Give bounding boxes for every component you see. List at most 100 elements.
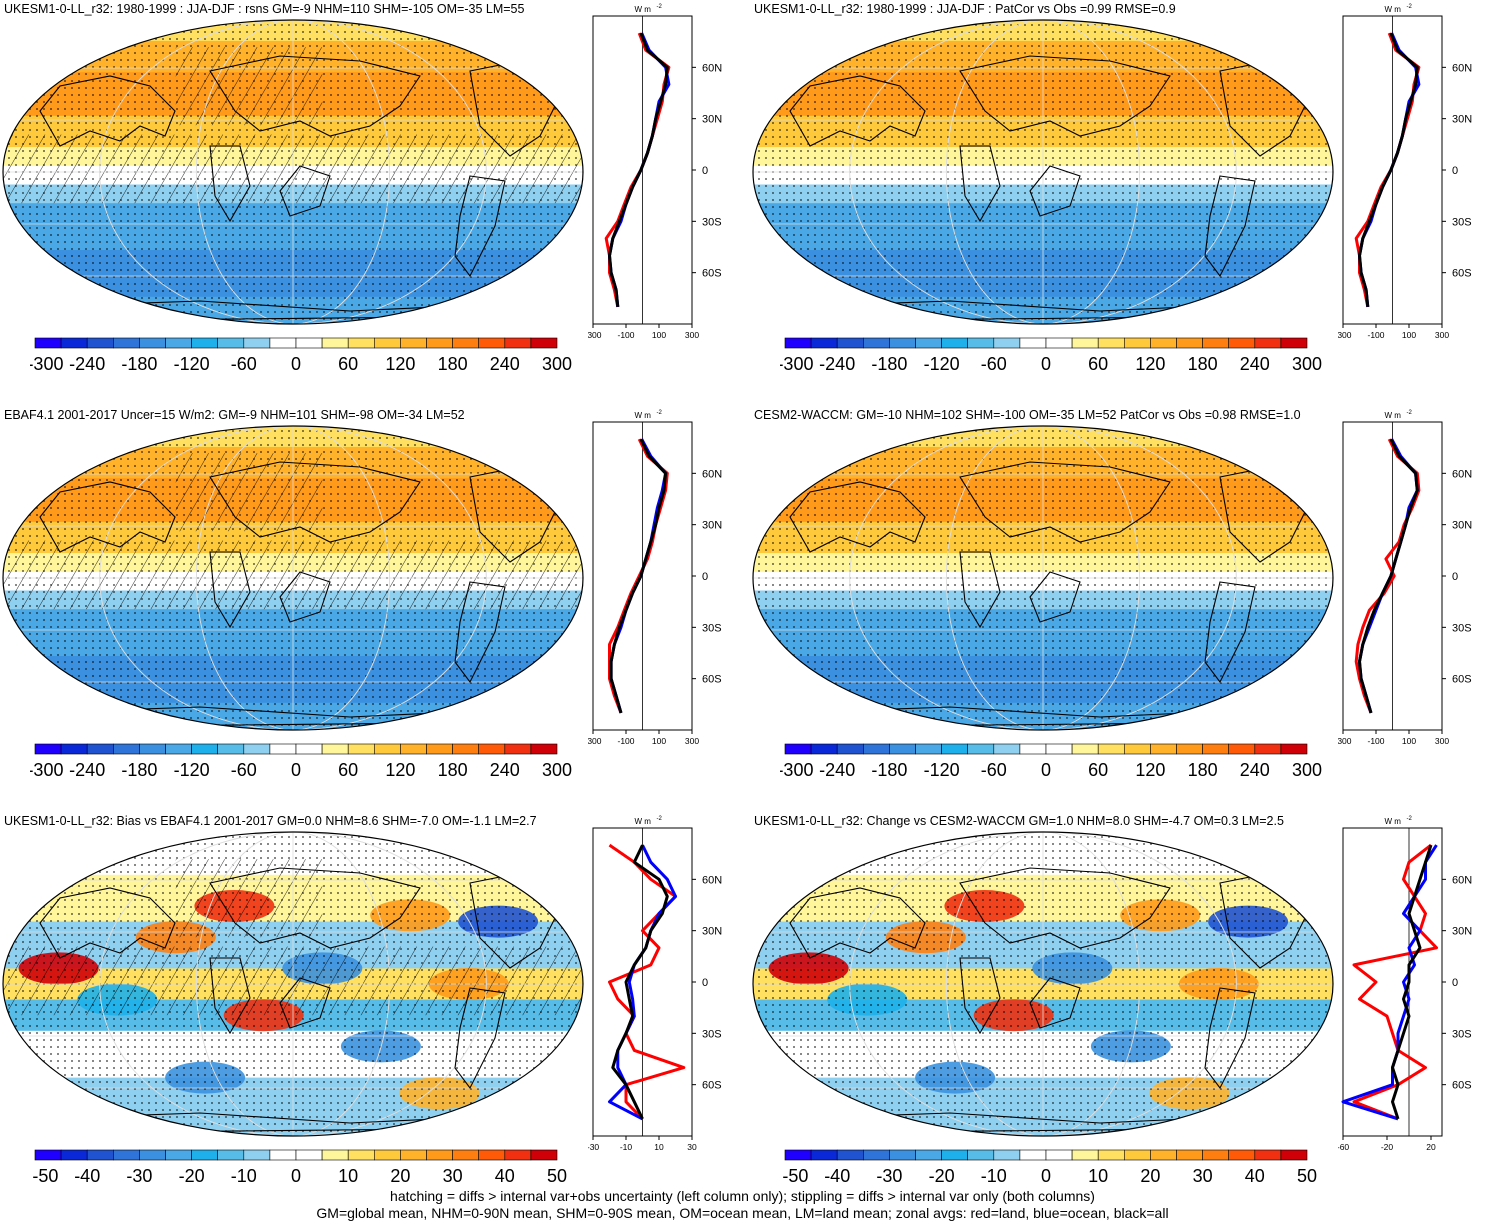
x-tick-label: 20: [1426, 1142, 1436, 1152]
colorbar-swatch: [1097, 337, 1125, 349]
colorbar-swatch: [1228, 337, 1256, 349]
zonal-all-line: [1391, 844, 1433, 1120]
unit-label: W m: [1385, 411, 1402, 420]
colorbar-swatch: [1202, 1149, 1230, 1161]
colorbar-swatch: [889, 1149, 916, 1161]
lat-tick-label: 30N: [1452, 520, 1472, 532]
colorbar-tick-label: 60: [338, 760, 358, 780]
colorbar-tick-label: 40: [495, 1166, 515, 1186]
lat-tick-label: 60N: [702, 62, 722, 74]
colorbar-swatch: [784, 1149, 812, 1161]
colorbar-swatch: [243, 1149, 271, 1161]
colorbar-swatch: [400, 743, 427, 755]
unit-superscript: -2: [657, 816, 663, 822]
zonal-all-line: [608, 32, 669, 308]
footer-line-2: GM=global mean, NHM=0-90N mean, SHM=0-90…: [316, 1205, 1169, 1221]
colorbar-swatch: [217, 1149, 245, 1161]
colorbar-swatch: [34, 743, 62, 755]
map-plot: [752, 831, 1334, 1137]
unit-label: W m: [1385, 817, 1402, 826]
colorbar-swatch: [863, 1149, 890, 1161]
colorbar-tick-label: 120: [385, 354, 415, 374]
colorbar-swatch: [165, 337, 192, 349]
lat-tick-label: 0: [1452, 977, 1458, 989]
colorbar-swatch: [452, 337, 480, 349]
colorbar-swatch: [504, 743, 532, 755]
lat-tick-label: 60S: [702, 674, 722, 686]
panel-title: UKESM1-0-LL_r32: 1980-1999 : JJA-DJF : r…: [4, 2, 525, 16]
coastline: [279, 977, 331, 1029]
colorbar-tick-label: -120: [924, 760, 960, 780]
colorbar-swatch: [86, 1149, 114, 1161]
lat-tick-label: 30N: [1452, 926, 1472, 938]
colorbar-tick-label: 0: [291, 760, 301, 780]
x-tick-label: -30: [588, 1142, 599, 1152]
colorbar-swatch: [1045, 337, 1073, 349]
colorbar-swatch: [191, 743, 219, 755]
x-tick-label: -100: [1367, 330, 1384, 340]
colorbar-tick-label: -300: [780, 354, 813, 374]
colorbar-swatch: [295, 743, 323, 755]
coastline: [1029, 571, 1081, 623]
colorbar-swatch: [784, 337, 812, 349]
panel-title: EBAF4.1 2001-2017 Uncer=15 W/m2: GM=-9 N…: [4, 408, 465, 422]
colorbar-tick-label: -240: [819, 354, 855, 374]
colorbar-swatch: [113, 1149, 140, 1161]
coastline: [454, 581, 506, 684]
coastline: [454, 175, 506, 278]
colorbar-tick-label: 180: [438, 354, 468, 374]
colorbar-tick-label: 180: [438, 760, 468, 780]
colorbar-tick-label: 30: [1193, 1166, 1213, 1186]
lat-tick-label: 0: [1452, 165, 1458, 177]
colorbar-swatch: [1019, 1149, 1047, 1161]
x-tick-label: -300: [588, 330, 602, 340]
colorbar-swatch: [1123, 743, 1151, 755]
x-tick-label: -100: [617, 736, 634, 746]
colorbar-swatch: [1280, 337, 1308, 349]
lat-tick-label: 30S: [1452, 216, 1472, 228]
coastline: [209, 551, 251, 629]
zonal-land-line: [1354, 32, 1421, 308]
colorbar-swatch: [1045, 1149, 1073, 1161]
lat-tick-label: 0: [1452, 571, 1458, 583]
colorbar-swatch: [321, 743, 349, 755]
x-tick-label: -100: [617, 330, 634, 340]
coastline: [1029, 165, 1081, 217]
zonal-ocean-line: [1358, 438, 1419, 714]
colorbar-tick-label: -40: [74, 1166, 100, 1186]
colorbar-tick-label: 0: [291, 354, 301, 374]
colorbar-swatch: [530, 743, 558, 755]
coastline: [209, 957, 251, 1035]
colorbar-tick-label: -300: [30, 760, 63, 780]
colorbar-swatch: [1071, 337, 1099, 349]
zonal-profile: W m -2 60N 30N 0 30S 60S -300 -100 100 300: [588, 4, 722, 340]
colorbar-swatch: [217, 743, 245, 755]
lat-tick-label: 30S: [702, 216, 722, 228]
lat-tick-label: 60S: [1452, 1080, 1472, 1092]
colorbar-swatch: [1150, 337, 1177, 349]
coastline: [1204, 987, 1256, 1090]
colorbar: -50 -40 -30 -20 -10 0 10 20 30 40 50: [32, 1149, 567, 1186]
zonal-ocean-line: [608, 844, 677, 1121]
colorbar-swatch: [915, 743, 942, 755]
colorbar-swatch: [191, 1149, 219, 1161]
colorbar-swatch: [1176, 743, 1203, 755]
colorbar-swatch: [452, 743, 480, 755]
panel-2: UKESM1-0-LL_r32: 1980-1999 : JJA-DJF : P…: [750, 0, 1485, 406]
unit-superscript: -2: [657, 410, 663, 416]
colorbar-swatch: [1097, 743, 1125, 755]
coastline: [1029, 977, 1081, 1029]
colorbar-swatch: [504, 337, 532, 349]
colorbar-swatch: [967, 743, 995, 755]
colorbar: -300 -240 -180 -120 -60 0 60 120 180 240 300: [780, 337, 1322, 374]
colorbar-swatch: [1254, 337, 1282, 349]
lat-tick-label: 0: [702, 977, 708, 989]
colorbar-tick-label: -120: [174, 354, 210, 374]
colorbar-tick-label: -180: [121, 354, 157, 374]
panel-4: CESM2-WACCM: GM=-10 NHM=102 SHM=-100 OM=…: [750, 406, 1485, 812]
coastline: [789, 75, 926, 147]
colorbar-swatch: [1019, 743, 1047, 755]
colorbar-swatch: [504, 1149, 532, 1161]
colorbar-swatch: [34, 337, 62, 349]
colorbar-swatch: [165, 743, 192, 755]
